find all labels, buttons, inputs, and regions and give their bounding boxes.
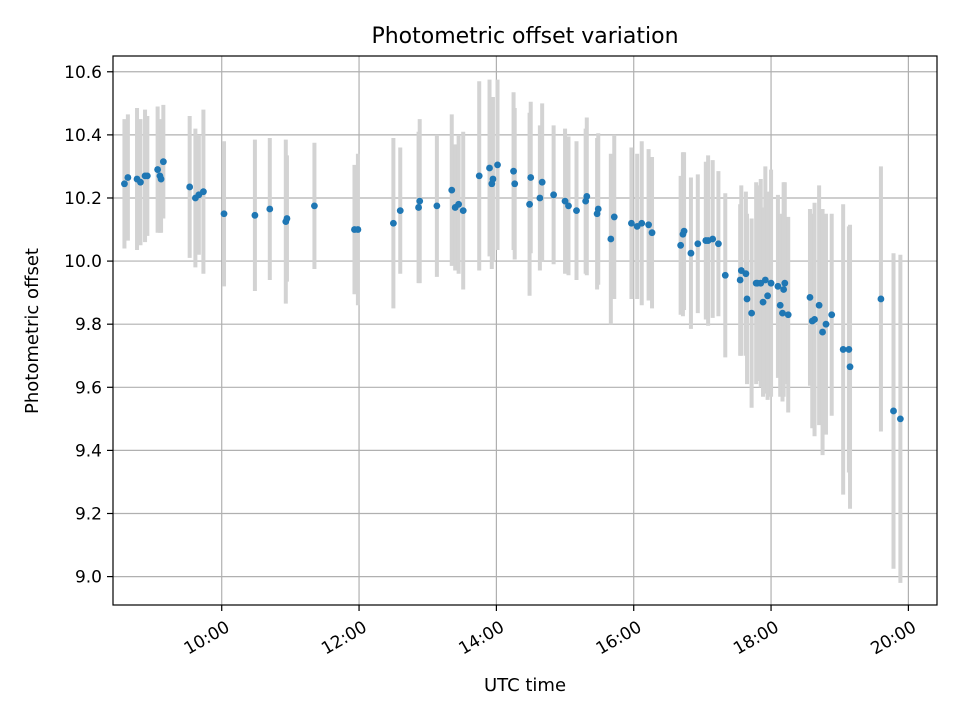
y-tick-label: 9.0 (75, 568, 102, 588)
data-point (550, 191, 558, 199)
data-points (121, 158, 904, 423)
y-tick-label: 9.8 (75, 315, 102, 335)
data-point (157, 175, 165, 183)
data-point (266, 205, 274, 213)
data-point (396, 207, 404, 215)
data-point (781, 279, 789, 287)
data-point (489, 175, 497, 183)
data-point (494, 161, 501, 169)
y-axis-label: Photometric offset (22, 248, 43, 414)
data-point (200, 188, 207, 196)
data-point (759, 298, 767, 306)
data-point (311, 202, 318, 210)
data-point (648, 229, 656, 237)
data-point (527, 174, 535, 181)
data-point (764, 292, 772, 300)
data-point (877, 295, 885, 303)
chart-title: Photometric offset variation (371, 24, 678, 49)
data-point (774, 282, 782, 290)
data-point (594, 205, 602, 213)
data-point (583, 193, 591, 200)
data-point (638, 219, 646, 227)
data-point (389, 219, 397, 227)
data-point (748, 309, 755, 317)
data-point (610, 213, 618, 221)
data-point (736, 276, 744, 284)
data-point (896, 415, 904, 423)
grid (113, 56, 937, 605)
data-point (251, 211, 259, 219)
data-point (526, 200, 533, 208)
data-point (815, 301, 823, 309)
data-point (154, 166, 162, 173)
data-point (767, 279, 775, 287)
data-point (143, 172, 151, 180)
data-point (779, 309, 786, 317)
data-point (687, 249, 695, 257)
data-point (283, 215, 291, 222)
data-point (475, 172, 483, 180)
data-point (121, 180, 128, 188)
data-point (677, 241, 685, 249)
data-point (694, 240, 702, 248)
data-point (780, 286, 788, 293)
data-point (742, 270, 750, 278)
y-tick-label: 10.4 (64, 126, 102, 146)
data-point (561, 197, 569, 205)
data-point (124, 174, 132, 181)
y-tick-label: 10.6 (64, 63, 102, 83)
data-point (448, 186, 456, 194)
plot-frame (112, 55, 938, 606)
data-point (846, 363, 854, 371)
data-point (433, 202, 441, 210)
data-point (628, 219, 635, 227)
data-point (709, 235, 717, 243)
data-point (819, 328, 826, 336)
data-point (186, 183, 194, 191)
data-point (680, 227, 688, 235)
data-point (415, 204, 422, 211)
data-point (510, 167, 517, 175)
data-point (784, 311, 792, 319)
data-point (839, 346, 847, 353)
data-point (645, 221, 652, 229)
x-axis-label: UTC time (484, 675, 566, 696)
data-point (607, 235, 615, 243)
y-tick-label: 9.4 (75, 441, 102, 461)
data-point (159, 158, 167, 166)
data-point (565, 202, 572, 210)
data-point (137, 178, 144, 186)
data-point (538, 178, 546, 186)
data-point (776, 301, 784, 309)
data-point (715, 240, 722, 248)
y-tick-label: 10.0 (64, 252, 102, 272)
data-point (416, 197, 424, 205)
data-point (220, 210, 228, 218)
data-point (486, 164, 493, 172)
data-point (890, 407, 897, 415)
y-tick-label: 9.2 (75, 505, 102, 525)
y-tick-label: 9.6 (75, 378, 102, 398)
data-point (721, 271, 729, 279)
data-point (354, 226, 362, 233)
data-point (573, 207, 580, 215)
data-point (743, 295, 751, 303)
data-point (828, 311, 836, 319)
data-point (845, 346, 853, 353)
data-point (511, 180, 519, 188)
data-point (536, 194, 544, 202)
data-point (459, 207, 467, 215)
data-point (822, 320, 830, 328)
data-point (761, 276, 769, 284)
data-point (806, 293, 814, 301)
y-tick-label: 10.2 (64, 189, 102, 209)
data-point (455, 200, 463, 208)
data-point (811, 316, 818, 323)
